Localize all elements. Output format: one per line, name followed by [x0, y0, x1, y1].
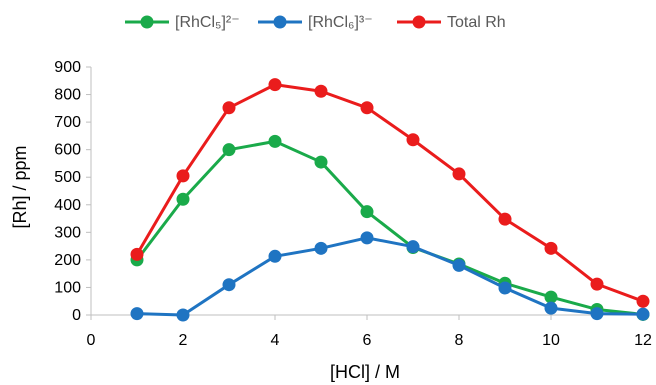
data-point [452, 258, 466, 272]
x-tick-label: 6 [363, 332, 372, 349]
data-point [222, 278, 236, 292]
data-point [176, 308, 190, 322]
x-tick-label: 10 [542, 332, 560, 349]
legend-marker [273, 15, 287, 29]
data-point [636, 294, 650, 308]
data-point [176, 169, 190, 183]
data-point [452, 167, 466, 181]
series-line [135, 83, 644, 303]
y-tick-label: 200 [54, 252, 81, 269]
data-point [498, 212, 512, 226]
data-point [176, 192, 190, 206]
data-point [406, 240, 420, 254]
y-tick-label: 900 [54, 59, 81, 76]
legend-item: [RhCl₆]³⁻ [258, 14, 373, 31]
x-tick-label: 0 [87, 332, 96, 349]
y-tick-label: 400 [54, 197, 81, 214]
series-line [135, 139, 644, 316]
data-point [268, 78, 282, 92]
legend-label: [RhCl₆]³⁻ [308, 14, 373, 31]
legend-marker [412, 15, 426, 29]
x-axis-title: [HCl] / M [330, 362, 400, 382]
data-point [360, 231, 374, 245]
data-point [222, 143, 236, 157]
data-point [130, 307, 144, 321]
x-tick-label: 8 [455, 332, 464, 349]
y-tick-label: 700 [54, 114, 81, 131]
y-tick-label: 500 [54, 169, 81, 186]
data-point [636, 307, 650, 321]
data-point [360, 101, 374, 115]
series-line [136, 236, 644, 317]
series-2 [130, 78, 650, 308]
legend-label: [RhCl₅]²⁻ [175, 14, 240, 31]
x-tick-label: 2 [179, 332, 188, 349]
x-tick-label: 12 [634, 332, 652, 349]
data-point [268, 134, 282, 148]
data-point [130, 247, 144, 261]
y-axis: 0 100 200 300 400 500 600 700 800 900 [54, 59, 92, 324]
data-point [314, 84, 328, 98]
data-point [360, 205, 374, 219]
legend: [RhCl₅]²⁻ [RhCl₆]³⁻ Total Rh [125, 14, 506, 31]
y-tick-label: 300 [54, 224, 81, 241]
data-point [544, 241, 558, 255]
y-axis-title: [Rh] / ppm [10, 145, 30, 228]
data-point [544, 301, 558, 315]
y-tick-label: 0 [72, 307, 81, 324]
y-tick-label: 100 [54, 279, 81, 296]
series-0 [130, 134, 650, 321]
data-point [498, 281, 512, 295]
data-point [544, 290, 558, 304]
x-axis: 0 2 4 6 8 10 12 [87, 314, 652, 349]
series-1 [130, 231, 650, 322]
data-point [314, 241, 328, 255]
legend-item: Total Rh [397, 14, 506, 31]
legend-marker [140, 15, 154, 29]
data-point [590, 307, 604, 321]
legend-item: [RhCl₅]²⁻ [125, 14, 240, 31]
data-point [406, 133, 420, 147]
data-point [314, 155, 328, 169]
data-point [268, 249, 282, 263]
y-tick-label: 600 [54, 142, 81, 159]
series-layer [130, 78, 650, 322]
y-tick-label: 800 [54, 87, 81, 104]
x-tick-label: 4 [271, 332, 280, 349]
legend-label: Total Rh [447, 14, 506, 31]
data-point [590, 277, 604, 291]
data-point [222, 101, 236, 115]
